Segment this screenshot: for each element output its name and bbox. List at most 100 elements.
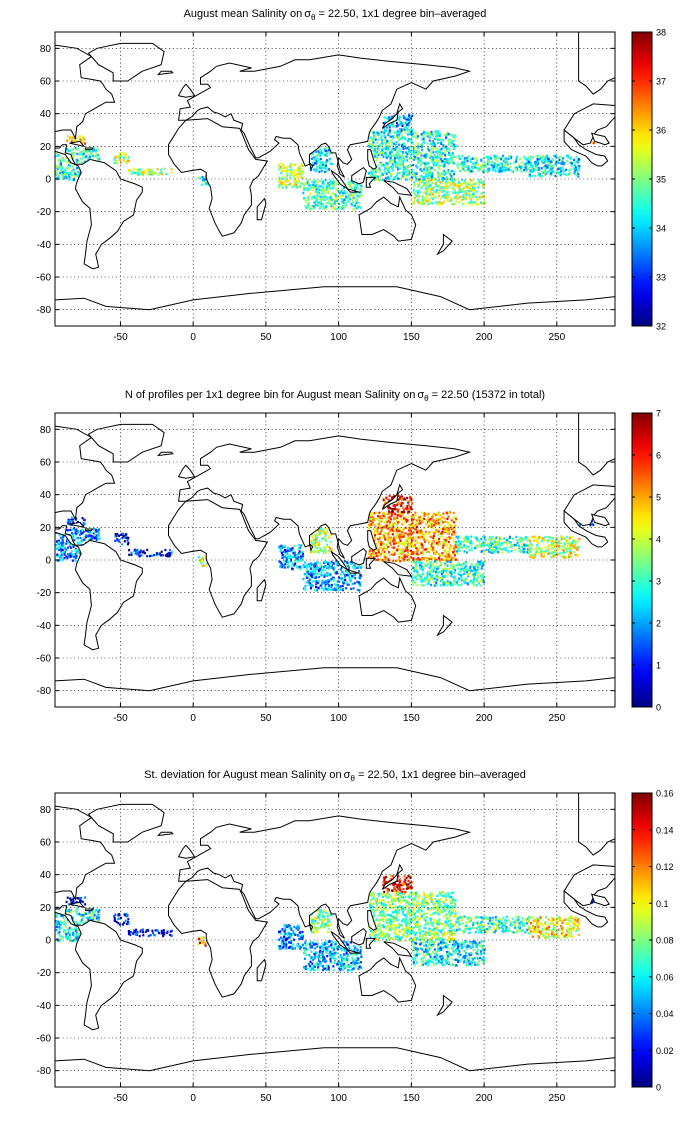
chart-title: August mean Salinity on σθ = 22.50, 1x1 d… (184, 8, 487, 22)
colorbar-tick-label: 0.04 (656, 1009, 674, 1019)
title-prefix: N of profiles per 1x1 degree bin for Aug… (125, 389, 415, 401)
y-tick-label: -80 (37, 686, 52, 697)
colorbar: 32 33 34 35 36 37 38 (631, 28, 666, 332)
region-8 (302, 179, 363, 211)
y-tick-label: 40 (40, 870, 52, 881)
colorbar: 0 1 2 3 4 5 6 7 (631, 409, 661, 713)
colorbar-tick-label: 38 (656, 28, 666, 38)
region-12 (455, 535, 530, 554)
y-tick-label: 20 (40, 903, 52, 914)
y-tick-label: -40 (37, 1001, 52, 1012)
region-12 (456, 154, 530, 174)
coastlines (55, 793, 615, 1087)
colorbar-tick-label: 6 (656, 451, 661, 461)
chart-title: N of profiles per 1x1 degree bin for Aug… (125, 389, 545, 403)
x-tick-label: -50 (113, 332, 128, 343)
title-prefix: August mean Salinity on (184, 8, 303, 20)
y-tick-label: -20 (37, 588, 52, 599)
x-tick-label: 100 (330, 713, 347, 724)
colorbar-tick-label: 0.16 (656, 789, 674, 799)
title-suffix: = 22.50 (15372 in total) (429, 389, 546, 401)
y-tick-label: -60 (37, 273, 52, 284)
y-tick-label: 0 (45, 936, 51, 947)
title-symbol: σ (304, 8, 311, 20)
x-tick-label: 150 (403, 1093, 420, 1104)
x-tick-label: 50 (260, 713, 272, 724)
y-tick-label: 60 (40, 77, 52, 88)
title-suffix: = 22.50, 1x1 degree bin–averaged (355, 769, 526, 781)
title-symbol-sub: θ (350, 774, 355, 783)
y-tick-label: 80 (40, 425, 52, 436)
y-tick-label: -60 (37, 1034, 52, 1045)
title-suffix: = 22.50, 1x1 degree bin–averaged (315, 8, 486, 20)
y-tick-label: 60 (40, 838, 52, 849)
colorbar-ramp (631, 412, 653, 708)
region-12 (455, 915, 529, 935)
colorbar-tick-label: 2 (656, 619, 661, 629)
x-tick-label: 100 (330, 332, 347, 343)
colorbar-tick-label: 36 (656, 126, 666, 136)
region-9 (367, 891, 457, 943)
y-tick-label: 80 (40, 44, 52, 55)
colorbar-tick-label: 0.02 (656, 1046, 674, 1056)
colorbar-tick-label: 4 (656, 535, 661, 545)
y-tick-label: 40 (40, 109, 52, 120)
coastlines (55, 32, 615, 326)
colorbar-tick-label: 7 (656, 409, 661, 419)
title-symbol: σ (417, 389, 424, 401)
x-tick-label: 0 (190, 713, 196, 724)
x-tick-label: 50 (260, 332, 272, 343)
region-6 (277, 924, 304, 950)
y-tick-label: -20 (37, 968, 52, 979)
region-4 (127, 167, 173, 177)
region-6 (278, 543, 304, 571)
y-tick-label: -80 (37, 305, 52, 316)
region-6 (277, 162, 305, 189)
region-4 (128, 548, 173, 558)
x-tick-label: 250 (548, 1093, 565, 1104)
colorbar-tick-label: 32 (656, 322, 666, 332)
y-tick-label: 20 (40, 142, 52, 153)
region-4 (127, 928, 173, 938)
x-tick-label: 200 (476, 1093, 493, 1104)
x-tick-label: 150 (403, 332, 420, 343)
colorbar-tick-label: 37 (656, 77, 666, 87)
region-9 (367, 511, 458, 563)
y-tick-label: -40 (37, 240, 52, 251)
colorbar-tick-label: 0 (656, 1083, 661, 1093)
colorbar-tick-label: 34 (656, 224, 666, 234)
region-3 (113, 912, 130, 926)
panel-3: St. deviation for August mean Salinity o… (37, 769, 674, 1104)
coastlines (55, 413, 615, 707)
title-symbol-sub: θ (424, 394, 429, 403)
y-tick-label: -20 (37, 207, 52, 218)
map-area (55, 793, 615, 1087)
x-tick-label: 0 (190, 1093, 196, 1104)
region-11 (411, 560, 487, 587)
y-tick-label: 0 (45, 556, 51, 567)
map-area (55, 413, 615, 707)
title-symbol: σ (344, 769, 351, 781)
panel-1: August mean Salinity on σθ = 22.50, 1x1 d… (37, 8, 666, 343)
y-tick-label: 40 (40, 490, 52, 501)
colorbar-tick-label: 0.14 (656, 825, 674, 835)
y-tick-label: 20 (40, 523, 52, 534)
region-13 (527, 154, 581, 178)
x-tick-label: 200 (476, 332, 493, 343)
y-tick-label: -60 (37, 654, 52, 665)
x-tick-label: 100 (330, 1093, 347, 1104)
colorbar: 0 0.02 0.04 0.06 0.08 0.1 0.12 0.14 0.16 (631, 789, 674, 1093)
colorbar-tick-label: 3 (656, 577, 661, 587)
x-tick-label: 200 (476, 713, 493, 724)
region-7 (309, 907, 333, 934)
region-13 (527, 535, 581, 559)
x-tick-label: 150 (403, 713, 420, 724)
colorbar-tick-label: 33 (656, 273, 666, 283)
region-3 (113, 152, 130, 165)
colorbar-tick-label: 0 (656, 703, 661, 713)
region-9 (367, 130, 457, 182)
x-tick-label: -50 (113, 713, 128, 724)
colorbar-tick-label: 0.08 (656, 936, 674, 946)
y-tick-label: 60 (40, 458, 52, 469)
